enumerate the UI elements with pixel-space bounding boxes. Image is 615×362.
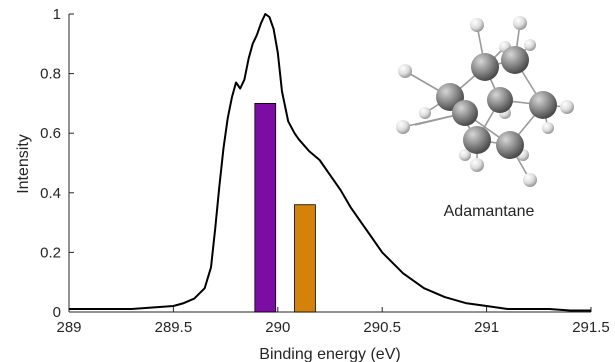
molecule-annotation: Adamantane — [444, 203, 535, 220]
y-tick-label: 0.2 — [40, 244, 61, 261]
component-bar — [294, 204, 316, 313]
y-axis-label: Intensity — [15, 134, 32, 194]
x-tick-label: 290.5 — [363, 319, 401, 336]
y-tick-label: 0.6 — [40, 125, 61, 142]
x-axis-label: Binding energy (eV) — [259, 346, 400, 362]
y-tick-label: 1 — [53, 6, 61, 23]
y-tick-labels: 0 0.2 0.4 0.6 0.8 1 — [40, 6, 61, 321]
adamantane-molecule-icon — [396, 16, 574, 187]
component-bar — [254, 103, 277, 313]
bars — [254, 103, 316, 313]
x-tick-label: 290 — [265, 319, 290, 336]
y-tick-label: 0 — [53, 304, 61, 321]
x-tick-label: 289.5 — [155, 319, 193, 336]
y-tick-label: 0.4 — [40, 185, 61, 202]
y-tick-label: 0.8 — [40, 66, 61, 83]
x-tick-label: 289 — [56, 319, 81, 336]
axes — [68, 13, 592, 313]
x-tick-labels: 289 289.5 290 290.5 291 291.5 — [56, 319, 609, 336]
x-tick-label: 291 — [474, 319, 499, 336]
x-tick-label: 291.5 — [572, 319, 610, 336]
spectrum-line-layer — [69, 13, 591, 312]
spectrum-line — [69, 13, 591, 312]
